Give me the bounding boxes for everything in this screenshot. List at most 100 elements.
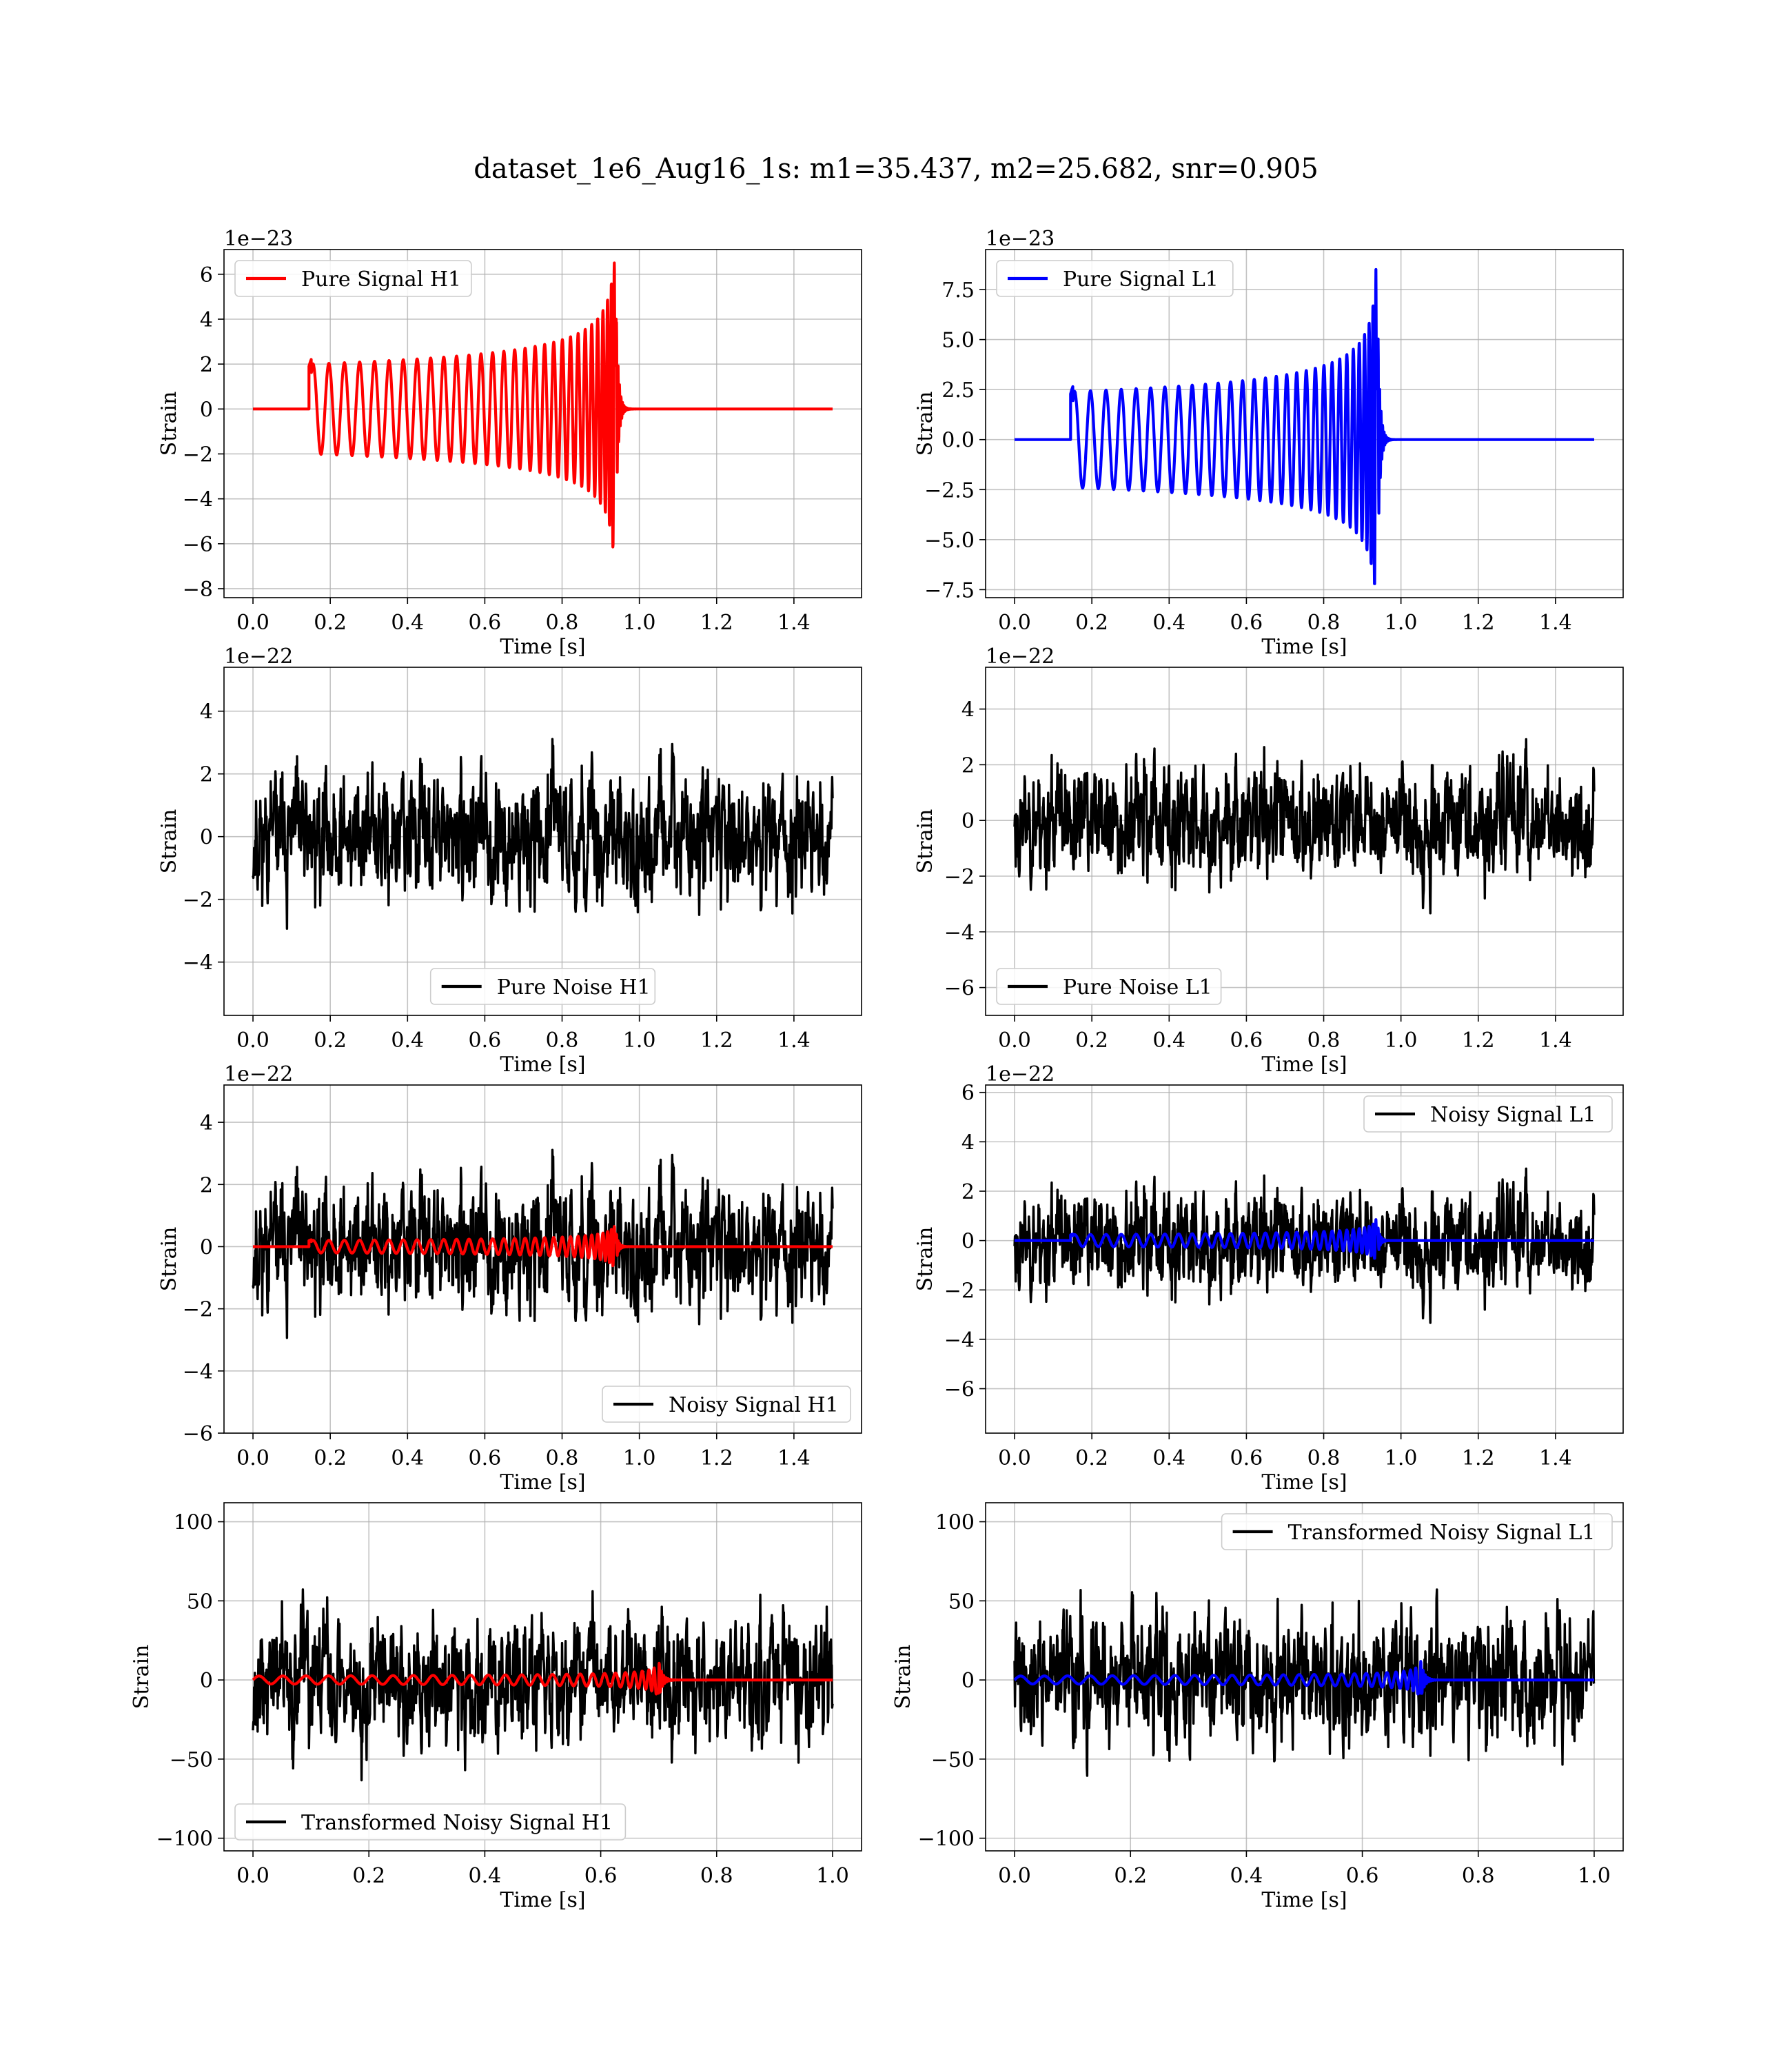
y-tick-label: −4 — [183, 1360, 213, 1384]
y-axis-label: Strain — [913, 809, 937, 874]
y-offset-text: 1e−22 — [986, 645, 1055, 669]
x-tick-label: 1.2 — [700, 1028, 733, 1053]
legend-box — [234, 1803, 627, 1841]
legend-box — [602, 1386, 851, 1423]
y-offset-text: 1e−22 — [224, 1062, 293, 1086]
legend: Pure Noise L1 — [996, 968, 1222, 1005]
y-tick-label: 2 — [961, 753, 975, 778]
x-axis-label: Time [s] — [500, 1470, 585, 1494]
x-axis-label: Time [s] — [1261, 1053, 1347, 1077]
y-tick-label: 50 — [187, 1590, 213, 1614]
x-tick-label: 1.0 — [1385, 1446, 1418, 1470]
y-tick-label: 6 — [200, 263, 213, 287]
x-tick-label: 0.6 — [584, 1864, 618, 1888]
x-tick-label: 0.4 — [1152, 1446, 1185, 1470]
legend: Noisy Signal H1 — [602, 1386, 851, 1423]
y-tick-label: 5.0 — [941, 329, 975, 353]
y-tick-label: 0 — [200, 1669, 213, 1693]
series-line-1 — [252, 1148, 834, 1339]
x-tick-label: 1.4 — [1539, 611, 1572, 635]
y-tick-label: −4 — [944, 1328, 975, 1352]
x-tick-label: 0.0 — [236, 611, 269, 635]
y-tick-label: 0 — [200, 1235, 213, 1259]
legend-label: Transformed Noisy Signal H1 — [301, 1811, 613, 1835]
legend-box — [429, 968, 656, 1005]
y-tick-label: 2.5 — [941, 378, 975, 403]
legend: Transformed Noisy Signal H1 — [234, 1803, 627, 1841]
y-tick-label: 4 — [200, 700, 213, 724]
x-tick-label: 0.0 — [236, 1446, 269, 1470]
x-tick-label: 0.6 — [1230, 1446, 1263, 1470]
x-tick-label: 0.6 — [469, 1446, 502, 1470]
y-tick-label: 2 — [200, 763, 213, 787]
legend-label: Transformed Noisy Signal L1 — [1288, 1521, 1596, 1545]
y-tick-label: −4 — [183, 488, 213, 512]
legend-label: Pure Noise L1 — [1063, 975, 1212, 1000]
subplot-4: 0.0 0.2 0.4 0.6 0.8 1.0 1.2 1.4 −6 −4 −2 0 2 4 Time [s… — [913, 645, 1624, 1077]
subplot-2: 0.0 0.2 0.4 0.6 0.8 1.0 1.2 1.4 −7.5 −5.0 −2.5 0.0 2… — [913, 227, 1624, 659]
x-tick-label: 1.0 — [816, 1864, 849, 1888]
x-tick-label: 0.4 — [1152, 611, 1185, 635]
y-tick-label: 4 — [200, 308, 213, 332]
y-tick-label: 2 — [200, 353, 213, 377]
x-tick-label: 1.4 — [777, 611, 811, 635]
x-tick-label: 0.2 — [1075, 611, 1108, 635]
series-line-2 — [1015, 1218, 1596, 1260]
x-tick-label: 0.6 — [469, 1028, 502, 1053]
y-tick-label: −6 — [183, 1422, 213, 1446]
subplot-1: 0.0 0.2 0.4 0.6 0.8 1.0 1.2 1.4 −8 −6 −4 −2 0 2 4 6 Time… — [157, 227, 862, 659]
x-tick-label: 1.2 — [700, 1446, 733, 1470]
y-tick-label: −2 — [944, 1279, 975, 1303]
subplot-3: 0.0 0.2 0.4 0.6 0.8 1.0 1.2 1.4 −4 −2 0 2 4 Time [s] S… — [157, 645, 862, 1077]
y-tick-label: 0 — [200, 826, 213, 850]
series-line-1 — [252, 1588, 834, 1782]
y-tick-label: −6 — [183, 533, 213, 557]
subplot-5: 0.0 0.2 0.4 0.6 0.8 1.0 1.2 1.4 −6 −4 −2 0 2 4 Time [s… — [157, 1062, 862, 1494]
x-axis-label: Time [s] — [500, 1053, 585, 1077]
legend-label: Noisy Signal H1 — [669, 1393, 839, 1417]
y-axis-label: Strain — [891, 1645, 915, 1710]
y-tick-label: 0 — [961, 1230, 975, 1254]
x-tick-label: 1.0 — [1385, 611, 1418, 635]
x-tick-label: 1.0 — [623, 1028, 656, 1053]
y-tick-label: 0 — [200, 398, 213, 422]
x-tick-label: 1.2 — [1462, 1028, 1495, 1053]
legend: Pure Signal H1 — [234, 260, 472, 297]
y-offset-text: 1e−22 — [986, 1062, 1055, 1086]
x-axis-label: Time [s] — [500, 635, 585, 659]
y-tick-label: −2 — [183, 889, 213, 913]
legend-label: Pure Signal H1 — [301, 267, 461, 292]
y-tick-label: −6 — [944, 977, 975, 1001]
x-tick-label: 0.8 — [546, 1446, 579, 1470]
x-tick-label: 0.2 — [314, 611, 347, 635]
x-tick-label: 0.8 — [1462, 1864, 1495, 1888]
subplot-8: 0.0 0.2 0.4 0.6 0.8 1.0 −100 −50 0 50 100 Time [s] S… — [891, 1502, 1624, 1912]
x-axis-label: Time [s] — [1261, 1470, 1347, 1494]
y-tick-label: −5.0 — [924, 529, 975, 553]
x-tick-label: 1.2 — [1462, 1446, 1495, 1470]
x-tick-label: 0.4 — [391, 1446, 424, 1470]
subplot-6: 0.0 0.2 0.4 0.6 0.8 1.0 1.2 1.4 −6 −4 −2 0 2 4 6 Time [… — [913, 1062, 1624, 1494]
x-tick-label: 0.4 — [469, 1864, 502, 1888]
figure-title: dataset_1e6_Aug16_1s: m1=35.437, m2=25.6… — [474, 153, 1318, 185]
x-tick-label: 1.0 — [623, 611, 656, 635]
y-tick-label: 4 — [961, 698, 975, 722]
x-tick-label: 1.2 — [1462, 611, 1495, 635]
series-line-2 — [252, 1661, 834, 1696]
y-tick-label: −2 — [183, 443, 213, 467]
x-tick-label: 0.8 — [546, 1028, 579, 1053]
series-line-1 — [252, 738, 834, 930]
x-tick-label: 0.4 — [1230, 1864, 1263, 1888]
y-tick-label: 2 — [200, 1173, 213, 1197]
x-tick-label: 0.6 — [1346, 1864, 1379, 1888]
x-tick-label: 0.2 — [314, 1446, 347, 1470]
x-tick-label: 0.0 — [236, 1864, 269, 1888]
x-tick-label: 0.4 — [391, 611, 424, 635]
y-tick-label: −4 — [944, 921, 975, 945]
x-tick-label: 1.0 — [1385, 1028, 1418, 1053]
y-tick-label: −100 — [918, 1827, 975, 1852]
y-offset-text: 1e−23 — [224, 227, 293, 251]
series-line-2 — [1013, 1660, 1596, 1696]
y-tick-label: 0.0 — [941, 429, 975, 453]
x-tick-label: 1.4 — [1539, 1028, 1572, 1053]
